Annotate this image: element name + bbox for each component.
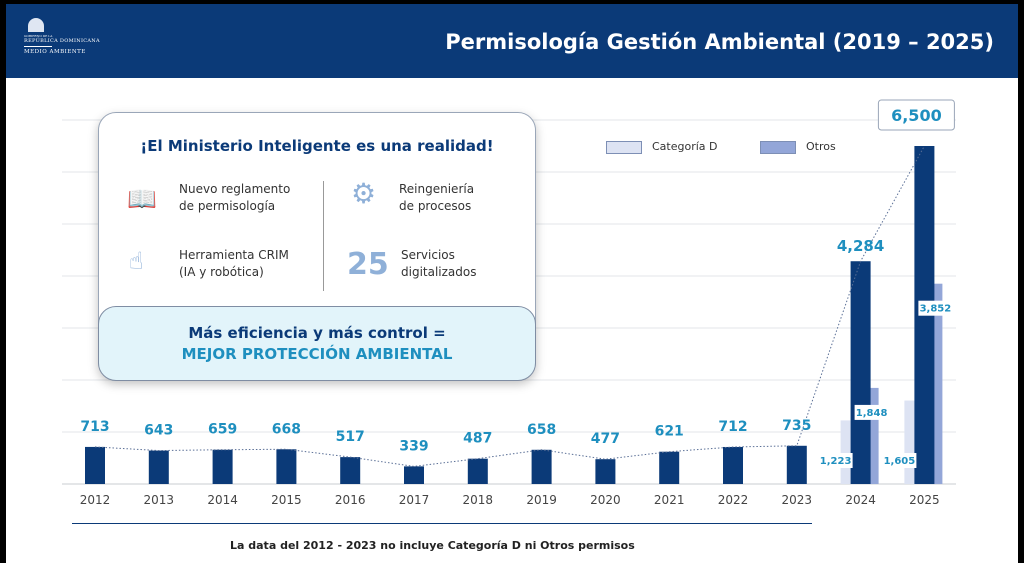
x-tick-label: 2024 [845,493,876,507]
data-label: 659 [208,422,237,438]
x-tick-label: 2020 [590,493,621,507]
data-label: 6,500 [891,106,942,125]
data-label: 735 [782,418,811,434]
bar-total [850,261,871,484]
slide: GOBIERNO DE LA REPÚBLICA DOMINICANA MEDI… [6,4,1018,563]
gears-icon: ⚙ [351,177,377,210]
x-tick-label: 2022 [718,493,749,507]
touch-robot-icon: ☝ [129,247,144,275]
bar-total [85,446,105,484]
data-label: 487 [463,431,492,447]
bar-total [786,445,807,484]
data-label-bg [918,300,953,316]
data-label: 339 [399,438,428,454]
data-label: 1,848 [856,408,888,419]
legend-label: Otros [806,140,836,153]
divider [323,181,324,291]
x-tick-label: 2016 [335,493,366,507]
x-tick-label: 2018 [463,493,494,507]
data-label: 517 [336,429,365,445]
data-label: 643 [144,423,173,439]
services-count: 25 [347,247,389,282]
data-label: 1,223 [820,456,852,467]
data-label: 3,852 [920,304,952,315]
book-icon: 📖 [127,185,157,213]
feature-reglamento: Nuevo reglamento de permisología [179,182,291,213]
x-tick-label: 2023 [782,493,813,507]
data-label: 713 [80,419,109,435]
bar-total [404,466,424,484]
bar-total [595,459,616,484]
slide-title: Permisología Gestión Ambiental (2019 – 2… [445,30,994,54]
trend-line [94,145,925,467]
dome-icon [28,18,44,32]
x-tick-label: 2017 [399,493,430,507]
data-label: 477 [591,431,620,447]
legend-item-categoria-d: Categoría D [606,140,718,154]
feature-reingenieria: Reingeniería de procesos [399,182,475,213]
feature-servicios: Servicios digitalizados [401,248,477,279]
x-tick-label: 2021 [654,493,685,507]
footnote-rule [72,523,812,524]
x-tick-label: 2015 [271,493,302,507]
header: GOBIERNO DE LA REPÚBLICA DOMINICANA MEDI… [6,4,1018,78]
bar-total [659,451,680,484]
data-label: 1,605 [884,456,916,467]
data-label: 621 [655,424,684,440]
bar-total [723,446,743,484]
bar-total [276,449,297,484]
legend-swatch [606,140,642,154]
bar-total [148,450,169,484]
data-label: 4,284 [837,237,884,255]
data-label: 658 [527,422,556,438]
ministry-logo: GOBIERNO DE LA REPÚBLICA DOMINICANA MEDI… [24,18,100,55]
bar-total [531,449,552,484]
x-tick-label: 2025 [909,493,940,507]
bar-total [212,449,233,484]
data-label: 668 [272,421,301,437]
data-label-bg [818,453,853,468]
banner-line-2: MEJOR PROTECCIÓN AMBIENTAL [181,345,453,363]
banner-line-1: Más eficiencia y más control = [188,324,446,342]
data-label-box [877,99,955,131]
card-title: ¡El Ministerio Inteligente es una realid… [140,137,494,155]
x-tick-label: 2013 [144,493,175,507]
data-label-bg [854,404,889,420]
summary-banner: Más eficiencia y más control = MEJOR PRO… [98,306,536,381]
data-label-bg [882,453,917,468]
x-tick-label: 2012 [80,493,111,507]
bar-total [467,458,488,484]
legend-label: Categoría D [652,140,718,153]
x-tick-label: 2014 [207,493,238,507]
legend-swatch [760,140,796,154]
feature-crim: Herramienta CRIM (IA y robótica) [179,248,289,279]
footnote: La data del 2012 - 2023 no incluye Categ… [230,539,635,552]
bar-total [340,457,361,484]
x-tick-label: 2019 [526,493,557,507]
data-label: 712 [718,419,747,435]
legend-item-otros: Otros [760,140,836,154]
info-card: ¡El Ministerio Inteligente es una realid… [98,112,536,381]
